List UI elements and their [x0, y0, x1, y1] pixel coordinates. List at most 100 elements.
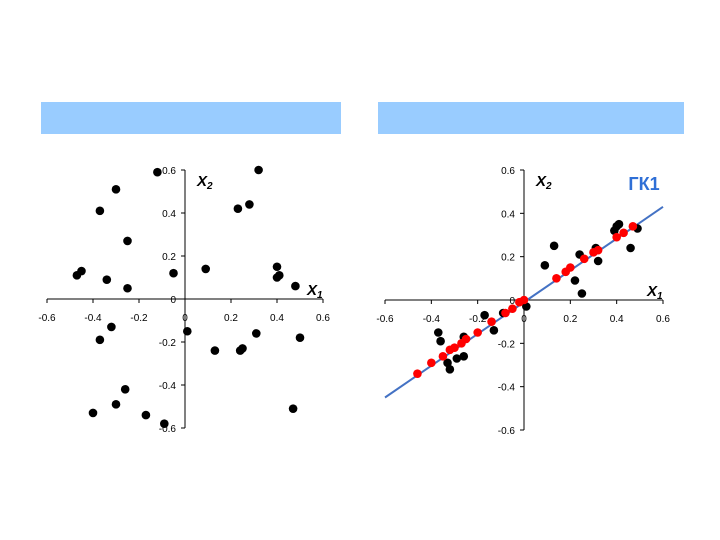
data-point [619, 228, 628, 238]
data-point [123, 236, 132, 246]
data-point [95, 206, 105, 216]
x-tick-label: 0.2 [563, 314, 577, 325]
y-tick-label: 0.2 [162, 252, 176, 263]
data-point [614, 219, 624, 229]
data-point [566, 263, 575, 272]
data-point [579, 254, 589, 264]
y-axis-label: X2 [196, 173, 213, 192]
data-point [102, 275, 112, 284]
data-point [501, 308, 510, 318]
x-tick-label: 0 [521, 314, 527, 325]
data-point [107, 322, 116, 332]
data-point [288, 404, 298, 413]
x-axis-label: X1 [306, 282, 323, 301]
data-point [88, 408, 98, 418]
data-point [522, 302, 531, 311]
y-tick-label: -0.6 [159, 424, 177, 435]
x-tick-label: 0.6 [656, 314, 670, 325]
data-point [111, 400, 121, 409]
data-point [120, 385, 130, 394]
data-point [111, 185, 121, 194]
data-point [153, 167, 162, 177]
fit-line-label: ГК1 [628, 174, 659, 194]
x-axis-label-main: X [646, 283, 658, 300]
data-point [210, 346, 220, 355]
data-point [473, 328, 482, 337]
y-tick-label: 0.2 [501, 253, 515, 264]
data-point [612, 232, 621, 242]
y-tick-label: -0.2 [159, 338, 177, 349]
x-tick-label: -0.6 [38, 313, 56, 324]
data-point [519, 295, 529, 305]
data-point [452, 354, 462, 363]
data-point [245, 200, 254, 209]
data-point [480, 310, 489, 320]
y-tick-label: 0 [170, 295, 176, 306]
x-tick-label: -0.6 [376, 314, 394, 325]
y-tick-label: -0.6 [498, 426, 516, 437]
x-axis-label-sub: 1 [657, 291, 663, 302]
title-box [378, 102, 684, 134]
data-point [141, 410, 151, 420]
x-tick-label: 0.4 [270, 313, 284, 324]
data-point [169, 268, 178, 278]
x-axis-label: X1 [646, 283, 663, 302]
data-point [445, 365, 455, 374]
x-tick-label: 0.2 [224, 313, 238, 324]
x-tick-label: 0.6 [316, 313, 330, 324]
title-box [41, 102, 341, 134]
y-tick-label: -0.2 [498, 339, 516, 350]
data-point [427, 358, 436, 368]
data-point [160, 419, 169, 429]
data-point [487, 317, 496, 326]
data-point [254, 165, 263, 175]
x-tick-label: 0.4 [610, 314, 624, 325]
data-point [77, 266, 86, 276]
y-tick-label: 0.6 [501, 166, 515, 177]
data-point [508, 304, 517, 313]
data-point [593, 256, 603, 266]
data-point [438, 352, 448, 361]
data-point [413, 369, 422, 378]
y-axis-label-main: X [535, 173, 547, 190]
y-tick-label: -0.4 [498, 383, 516, 394]
x-tick-label: -0.2 [130, 313, 148, 324]
data-point [291, 281, 300, 291]
data-point [443, 358, 452, 368]
data-point [577, 289, 587, 298]
x-tick-label: -0.2 [469, 314, 487, 325]
data-point [436, 336, 445, 346]
y-tick-label: -0.4 [159, 381, 177, 392]
data-point [549, 241, 559, 251]
x-tick-label: -0.4 [84, 313, 102, 324]
data-point [272, 262, 282, 272]
y-axis-label: X2 [535, 173, 552, 192]
y-axis-label-sub: 2 [545, 181, 552, 192]
x-tick-label: -0.4 [423, 314, 441, 325]
data-point [251, 329, 261, 338]
data-point [593, 245, 603, 255]
data-point [275, 271, 284, 280]
data-point [459, 352, 469, 361]
data-point [450, 343, 459, 352]
data-point [233, 204, 243, 213]
data-point [610, 226, 619, 235]
data-point [295, 333, 305, 343]
data-point [552, 274, 561, 283]
data-point [570, 276, 580, 285]
x-axis-label-sub: 1 [317, 290, 323, 301]
data-point [628, 222, 638, 231]
y-tick-label: 0.4 [501, 209, 515, 220]
y-tick-label: 0 [509, 296, 515, 307]
data-point [123, 283, 132, 293]
data-point [238, 344, 247, 353]
data-point [95, 335, 105, 345]
data-point [626, 243, 635, 253]
data-point [461, 334, 471, 344]
x-tick-label: 0 [182, 313, 188, 324]
y-axis-label-main: X [196, 173, 208, 190]
y-axis-label-sub: 2 [206, 181, 213, 192]
y-tick-label: 0.4 [162, 209, 176, 220]
data-point [489, 326, 499, 335]
